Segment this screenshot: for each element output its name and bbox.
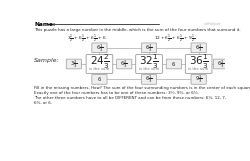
FancyBboxPatch shape [142,75,157,84]
Text: $3\frac{2}{3}$: $3\frac{2}{3}$ [70,58,78,70]
FancyBboxPatch shape [92,75,107,84]
FancyBboxPatch shape [66,59,82,69]
Text: Name:: Name: [34,22,56,27]
FancyBboxPatch shape [117,59,132,69]
Text: Exactly one of the four numbers has to be one of these numbers: 3½, 9⅓, or 6⅓.: Exactly one of the four numbers has to b… [34,91,199,95]
FancyBboxPatch shape [191,75,206,84]
Text: $6$: $6$ [171,60,176,68]
Text: $6\frac{1}{3}$: $6\frac{1}{3}$ [145,74,153,85]
Text: $32\frac{1}{3}$: $32\frac{1}{3}$ [139,53,159,71]
FancyBboxPatch shape [166,59,182,69]
Text: Fill in the missing numbers. How? The sum of the four surrounding numbers is in : Fill in the missing numbers. How? The su… [34,85,250,90]
FancyBboxPatch shape [92,43,107,53]
Text: $6\frac{1}{3}$: $6\frac{1}{3}$ [195,42,202,54]
FancyBboxPatch shape [142,43,157,53]
Text: This puzzle has a large number in the middle, which is the sum of the four numbe: This puzzle has a large number in the mi… [34,28,241,32]
Text: $3\frac{1}{2}$ + $6\frac{1}{2}$ + $6\frac{1}{2}$ + 6: $3\frac{1}{2}$ + $6\frac{1}{2}$ + $6\fra… [67,33,107,45]
Text: $6\frac{2}{3}$: $6\frac{2}{3}$ [217,58,225,70]
Text: 6⅔, or 6.: 6⅔, or 6. [34,101,52,105]
Text: The other three numbers have to all be DIFFERENT and can be from these numbers: : The other three numbers have to all be D… [34,96,226,100]
Text: $12 + 6\frac{1}{2}$ + $6\frac{1}{2}$ + $9\frac{1}{2}$: $12 + 6\frac{1}{2}$ + $6\frac{1}{2}$ + $… [154,33,195,45]
Text: is the sum: is the sum [139,67,159,71]
FancyBboxPatch shape [86,55,113,73]
Text: $36\frac{1}{3}$: $36\frac{1}{3}$ [189,53,208,71]
Text: $6\frac{1}{3}$: $6\frac{1}{3}$ [96,42,103,54]
Text: is the sum: is the sum [188,67,209,71]
FancyBboxPatch shape [191,43,206,53]
Text: is the sum: is the sum [89,67,110,71]
Text: $9\frac{1}{3}$: $9\frac{1}{3}$ [195,74,202,85]
FancyBboxPatch shape [185,55,212,73]
Text: $24\frac{2}{3}$: $24\frac{2}{3}$ [90,53,109,71]
FancyBboxPatch shape [214,59,229,69]
Text: $6\frac{2}{3}$: $6\frac{2}{3}$ [120,58,128,70]
Text: edHelper: edHelper [204,22,222,26]
Text: $6\frac{1}{3}$: $6\frac{1}{3}$ [145,42,153,54]
Text: $6$: $6$ [97,75,102,83]
FancyBboxPatch shape [136,55,162,73]
Text: Sample:: Sample: [34,58,60,63]
